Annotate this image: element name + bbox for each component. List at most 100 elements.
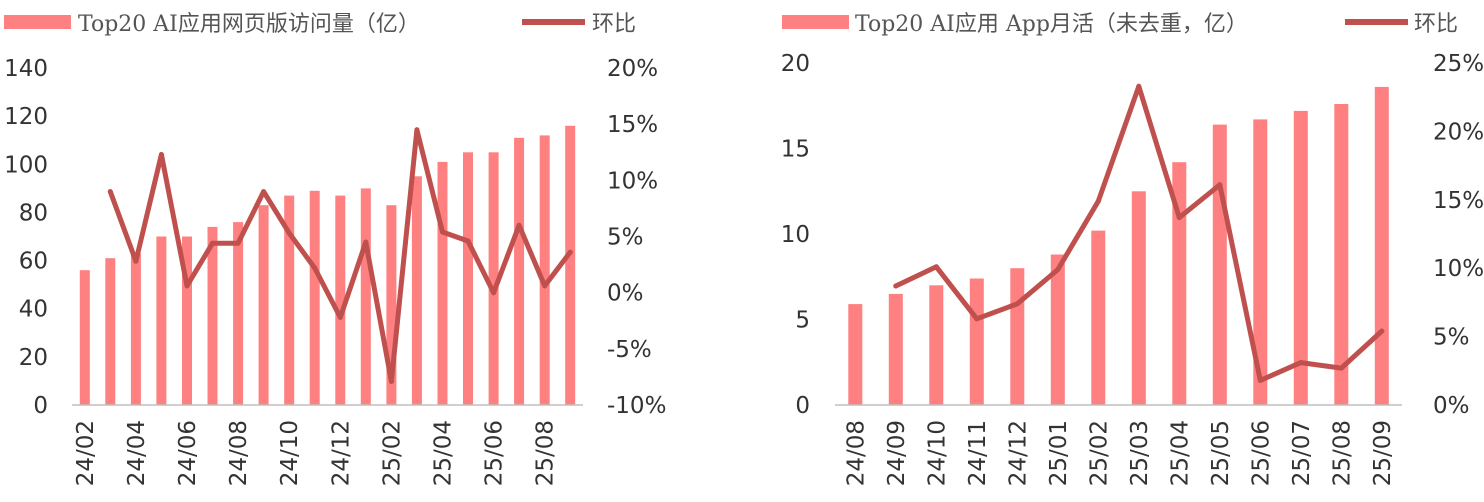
mom-point-25/04 (1176, 215, 1182, 221)
legend-line-label: 环比 (592, 12, 636, 37)
mom-point-25/01 (363, 239, 369, 245)
mom-point-25/03 (414, 127, 420, 133)
x-tick-label: 25/05 (1208, 420, 1234, 486)
bar-24/09 (258, 205, 269, 405)
y-left-tick-label: 60 (19, 249, 48, 275)
bar-24/06 (182, 236, 192, 405)
y-left-tick-label: 140 (4, 56, 48, 82)
x-tick-label: 24/12 (328, 420, 354, 486)
mom-point-25/01 (1055, 267, 1061, 273)
y-right-tick-label: 0% (607, 281, 644, 307)
x-tick-labels: 24/08 24/09 24/10 24/11 24/12 25/01 25/02 25/03… (843, 420, 1396, 486)
mom-point-24/07 (210, 240, 215, 246)
x-tick-label: 25/04 (1167, 420, 1193, 486)
bar-25/06 (1253, 119, 1268, 406)
y-right-tick-label: 20% (607, 56, 658, 82)
mom-point-24/03 (107, 189, 113, 195)
mom-point-24/09 (893, 283, 899, 289)
legend-line-label: 环比 (1414, 12, 1458, 37)
mom-point-24/10 (286, 230, 292, 236)
bar-24/10 (284, 195, 295, 405)
y-left-tick-label: 20 (19, 345, 48, 371)
bar-25/07 (514, 137, 525, 406)
x-tick-label: 24/09 (884, 420, 910, 486)
bar-24/04 (130, 253, 141, 405)
bar-25/02 (1091, 230, 1106, 405)
y-right-tick-label: -10% (607, 393, 666, 419)
x-tick-labels: 24/02 24/04 24/06 24/08 24/10 24/12 25/02 25/04… (73, 420, 559, 486)
bar-24/03 (105, 258, 116, 405)
bar-25/09 (1374, 86, 1389, 406)
x-tick-label: 24/10 (924, 420, 950, 486)
bar-24/11 (309, 190, 320, 405)
mom-point-24/09 (261, 189, 267, 195)
y-right-tick-label: 25% (1433, 51, 1484, 77)
bar-24/08 (233, 222, 244, 405)
y-right-tick-label: 10% (607, 168, 658, 194)
chart-right: Top20 AI应用 App月活（未去重，亿） 环比 24/08 24/09 24/… (781, 12, 1484, 486)
y-left-tick-label: 40 (19, 297, 48, 323)
y-right-tick-labels: 0% 5% 10% 15% 20% 25% (1433, 51, 1484, 419)
legend: Top20 AI应用网页版访问量（亿） 环比 (4, 12, 636, 37)
y-left-tick-label: 20 (781, 51, 810, 77)
mom-point-25/09 (1379, 328, 1385, 334)
y-left-tick-label: 100 (4, 152, 48, 178)
x-tick-label: 25/04 (430, 420, 456, 486)
bar-series (848, 86, 1389, 406)
mom-point-25/05 (1217, 182, 1223, 188)
bar-25/04 (437, 161, 448, 405)
legend-bar-swatch (4, 15, 71, 29)
x-tick-label: 25/01 (1046, 420, 1072, 486)
mom-point-24/12 (337, 314, 343, 320)
mom-point-24/04 (133, 258, 139, 264)
bar-25/09 (565, 125, 576, 406)
x-tick-label: 25/06 (1248, 420, 1274, 486)
mom-point-24/06 (184, 283, 190, 289)
bar-25/01 (1050, 254, 1065, 405)
y-right-tick-label: 5% (1433, 325, 1470, 351)
bar-25/03 (411, 176, 422, 405)
mom-point-25/05 (465, 238, 471, 244)
y-left-tick-label: 10 (781, 222, 810, 248)
bar-24/08 (848, 304, 863, 405)
y-left-tick-label: 0 (795, 393, 810, 419)
mom-point-24/12 (1014, 301, 1020, 307)
legend-bar-swatch (782, 15, 849, 29)
bar-24/07 (207, 226, 218, 405)
x-tick-label: 25/07 (1289, 420, 1315, 486)
x-tick-label: 25/02 (379, 420, 405, 486)
mom-point-25/03 (1136, 83, 1142, 89)
x-tick-label: 24/06 (175, 420, 201, 486)
x-tick-label: 25/03 (1127, 420, 1153, 486)
bar-series (79, 125, 576, 406)
mom-point-25/02 (388, 378, 394, 384)
x-tick-label: 24/02 (73, 420, 99, 486)
mom-point-24/08 (235, 240, 241, 246)
y-left-tick-label: 0 (33, 393, 48, 419)
bar-24/10 (929, 285, 944, 405)
line-series (107, 127, 573, 384)
y-right-tick-label: 15% (607, 112, 658, 138)
bar-24/12 (1010, 268, 1025, 405)
y-left-tick-labels: 0 20 40 60 80 100 120 140 (4, 56, 48, 419)
mom-point-24/11 (312, 265, 318, 271)
y-right-tick-label: -5% (607, 337, 652, 363)
x-tick-label: 24/08 (226, 420, 252, 486)
line-series (893, 83, 1385, 383)
x-tick-label: 24/04 (124, 420, 150, 486)
y-right-tick-label: 10% (1433, 256, 1484, 282)
x-tick-label: 25/02 (1086, 420, 1112, 486)
y-left-tick-label: 80 (19, 200, 48, 226)
x-tick-label: 24/10 (277, 420, 303, 486)
mom-point-24/05 (158, 152, 164, 157)
mom-point-25/08 (542, 283, 548, 289)
x-tick-label: 24/08 (843, 420, 869, 486)
bar-24/11 (969, 278, 984, 405)
bar-24/12 (335, 195, 346, 405)
x-tick-label: 25/06 (482, 420, 508, 486)
x-tick-label: 25/08 (533, 420, 559, 486)
y-right-tick-labels: -10% -5% 0% 5% 10% 15% 20% (607, 56, 666, 419)
bar-24/09 (888, 293, 903, 405)
x-tick-label: 24/12 (1005, 420, 1031, 486)
